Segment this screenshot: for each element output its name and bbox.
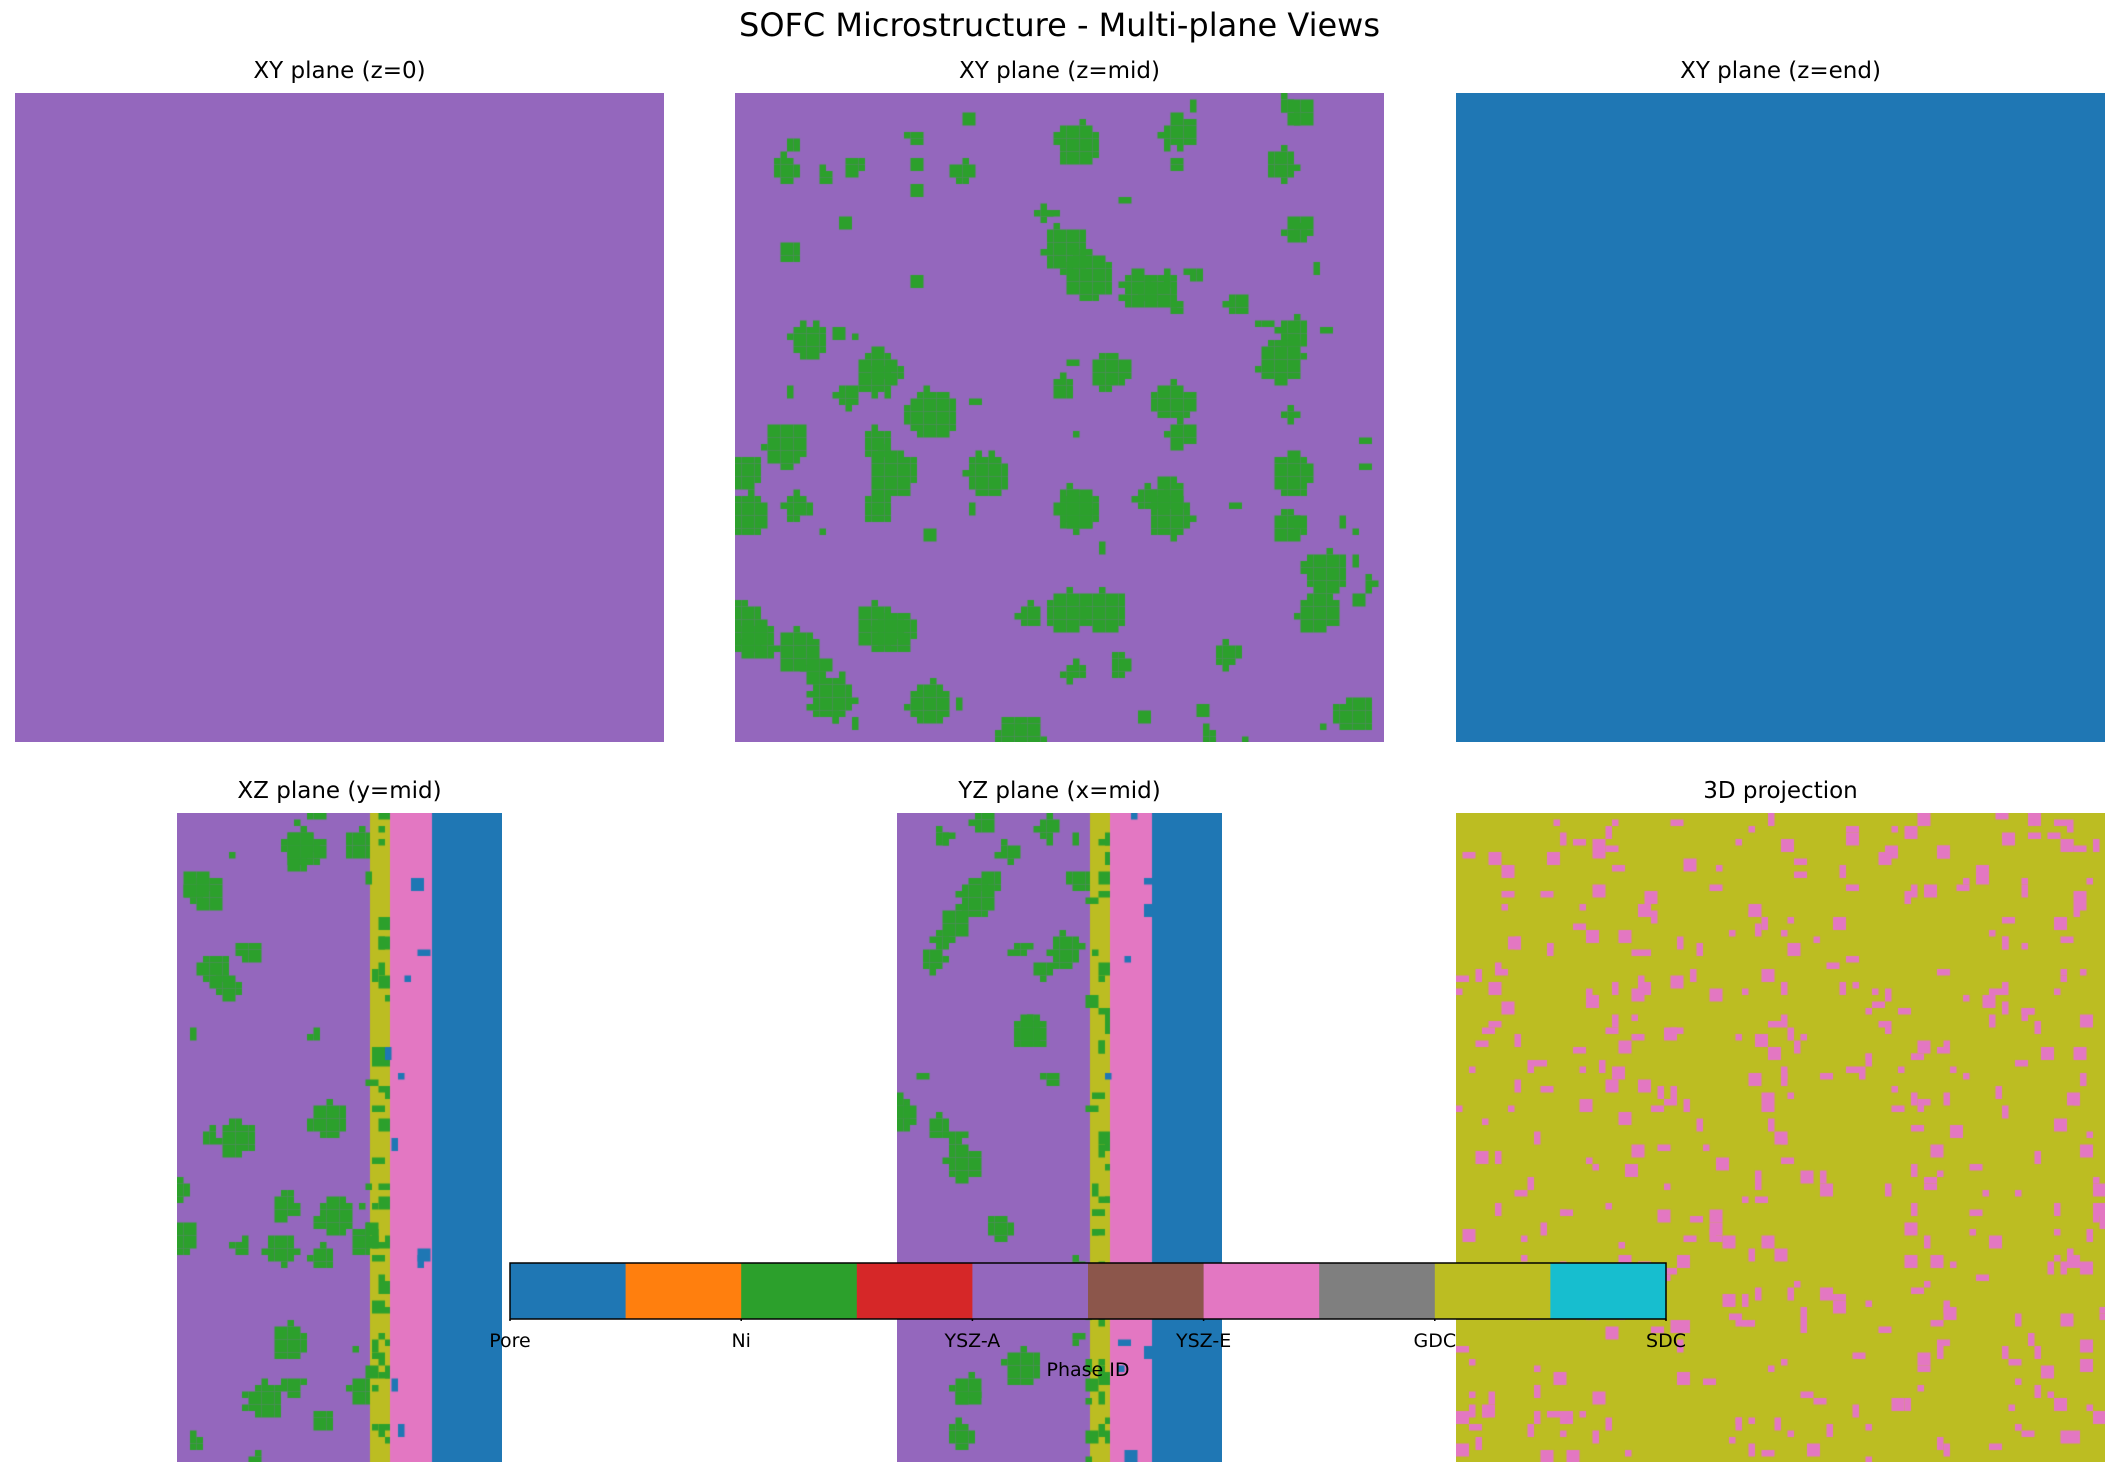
panel-title-xy-zend: XY plane (z=end) bbox=[1680, 58, 1881, 84]
panel-title-yz-xmid: YZ plane (x=mid) bbox=[958, 778, 1161, 804]
colorbar-tick-label: Pore bbox=[489, 1330, 531, 1352]
panel-title-xz-ymid: XZ plane (y=mid) bbox=[237, 778, 442, 804]
colorbar-tick-label: YSZ-E bbox=[1175, 1330, 1232, 1352]
heatmap-xy-zend bbox=[1456, 93, 2105, 742]
colorbar-segment bbox=[741, 1263, 858, 1319]
colorbar-segment bbox=[1434, 1263, 1551, 1319]
panel-title-3d-projection: 3D projection bbox=[1703, 778, 1858, 804]
colorbar-segment bbox=[1203, 1263, 1320, 1319]
colorbar-tick-label: GDC bbox=[1413, 1330, 1457, 1352]
colorbar-tick-label: Ni bbox=[731, 1330, 751, 1352]
figure-title: SOFC Microstructure - Multi-plane Views bbox=[739, 6, 1380, 44]
heatmap-xz-ymid bbox=[177, 813, 502, 1462]
panel-title-xy-zmid: XY plane (z=mid) bbox=[959, 58, 1160, 84]
heatmap-yz-xmid bbox=[897, 813, 1222, 1462]
heatmap-3d-projection bbox=[1456, 813, 2105, 1462]
colorbar-border bbox=[509, 1262, 1667, 1320]
colorbar-segment bbox=[510, 1263, 627, 1319]
colorbar-segment bbox=[1550, 1263, 1667, 1319]
colorbar-segment bbox=[1319, 1263, 1436, 1319]
colorbar-label: Phase ID bbox=[1046, 1359, 1130, 1381]
colorbar-tick-label: YSZ-A bbox=[944, 1330, 1001, 1352]
colorbar-segment bbox=[972, 1263, 1089, 1319]
heatmap-xy-zmid bbox=[735, 93, 1384, 742]
heatmap-xy-z0 bbox=[15, 93, 664, 742]
colorbar-tick-label: SDC bbox=[1646, 1330, 1686, 1352]
panel-title-xy-z0: XY plane (z=0) bbox=[253, 58, 426, 84]
colorbar-segment bbox=[856, 1263, 973, 1319]
phase-colorbar bbox=[509, 1262, 1667, 1321]
colorbar-segment bbox=[1088, 1263, 1205, 1319]
colorbar-segment bbox=[625, 1263, 742, 1319]
